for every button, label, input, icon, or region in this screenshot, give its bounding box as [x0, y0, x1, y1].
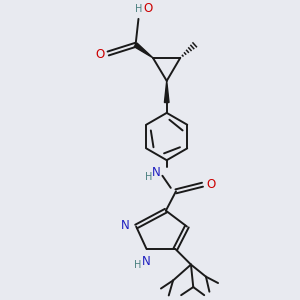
Text: H: H [134, 260, 141, 270]
Text: H: H [135, 4, 142, 14]
Text: H: H [145, 172, 152, 182]
Text: O: O [95, 48, 105, 62]
Text: O: O [206, 178, 215, 191]
Text: O: O [144, 2, 153, 15]
Text: N: N [142, 255, 150, 268]
Text: N: N [121, 219, 130, 232]
Polygon shape [164, 81, 169, 103]
Polygon shape [134, 43, 153, 58]
Text: N: N [152, 166, 160, 179]
